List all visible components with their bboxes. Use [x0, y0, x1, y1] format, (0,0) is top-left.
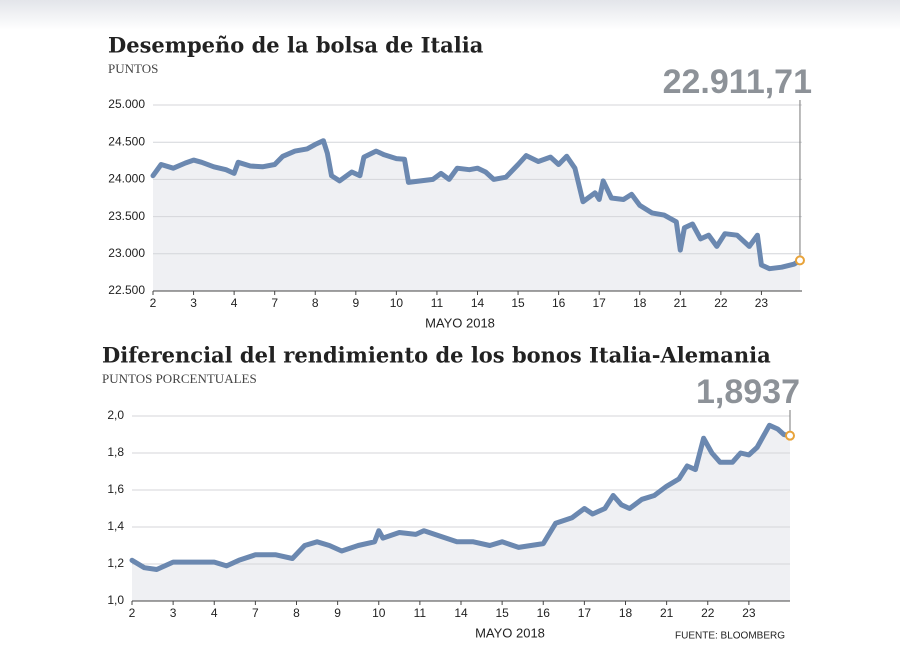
x-tick-label: 22	[701, 606, 715, 620]
x-tick-label: 9	[334, 606, 341, 620]
x-tick-label: 8	[293, 606, 300, 620]
y-tick-label: 1,2	[107, 556, 124, 570]
x-tick-label: 7	[252, 606, 259, 620]
x-axis-label: MAYO 2018	[425, 315, 495, 330]
x-tick-label: 16	[552, 296, 566, 310]
chart-subtitle: PUNTOS	[108, 61, 158, 76]
x-tick-label: 21	[660, 606, 674, 620]
chart-title: Diferencial del rendimiento de los bonos…	[102, 343, 771, 368]
x-axis-label: MAYO 2018	[475, 625, 545, 640]
x-tick-label: 9	[352, 296, 359, 310]
x-tick-label: 3	[170, 606, 177, 620]
y-tick-label: 24.000	[108, 172, 145, 186]
chart-title: Desempeño de la bolsa de Italia	[108, 33, 484, 58]
x-tick-label: 16	[537, 606, 551, 620]
x-tick-label: 8	[312, 296, 319, 310]
annotation: 1,8937	[696, 373, 800, 411]
chart-subtitle: PUNTOS PORCENTUALES	[102, 371, 257, 386]
line	[129, 422, 793, 572]
y-tick-label: 22.500	[108, 283, 145, 297]
x-tick-label: 17	[578, 606, 592, 620]
x-tick-label: 21	[674, 296, 688, 310]
annotation: 22.911,71	[663, 63, 812, 101]
x-tick-label: 15	[511, 296, 525, 310]
x-tick-label: 2	[129, 606, 136, 620]
x-tick-label: 7	[271, 296, 278, 310]
x-tick-label: 14	[454, 606, 468, 620]
x-tick-label: 3	[190, 296, 197, 310]
end-point	[785, 430, 795, 441]
x-tick-label: 10	[390, 296, 404, 310]
y-tick-label: 23.000	[108, 246, 145, 260]
x-tick-label: 15	[495, 606, 509, 620]
x-tick-label: 2	[150, 296, 157, 310]
area	[132, 425, 790, 601]
x-tick-label: 11	[431, 296, 444, 310]
y-tick-label: 23.500	[108, 209, 145, 223]
x-tick-label: 23	[742, 606, 756, 620]
end-point	[794, 255, 805, 266]
x-tick-label: 4	[231, 296, 238, 310]
x-tick-label: 22	[714, 296, 728, 310]
x-tick-label: 17	[593, 296, 607, 310]
line	[150, 138, 803, 272]
y-tick-label: 1,4	[107, 519, 124, 533]
y-tick-label: 1,0	[107, 593, 124, 607]
x-tick-label: 10	[372, 606, 386, 620]
x-tick-label: 14	[471, 296, 485, 310]
source: FUENTE: BLOOMBERG	[675, 631, 785, 642]
y-tick-label: 25.000	[108, 97, 145, 111]
y-tick-label: 24.500	[108, 134, 145, 148]
y-tick-label: 2,0	[107, 408, 124, 422]
x-tick-label: 18	[633, 296, 647, 310]
x-tick-label: 18	[619, 606, 633, 620]
area	[153, 140, 800, 291]
y-tick-label: 1,8	[107, 445, 124, 459]
y-tick-label: 1,6	[107, 482, 124, 496]
header-band	[0, 0, 900, 30]
x-tick-label: 4	[211, 606, 218, 620]
x-tick-label: 11	[414, 606, 427, 620]
x-tick-label: 23	[755, 296, 769, 310]
